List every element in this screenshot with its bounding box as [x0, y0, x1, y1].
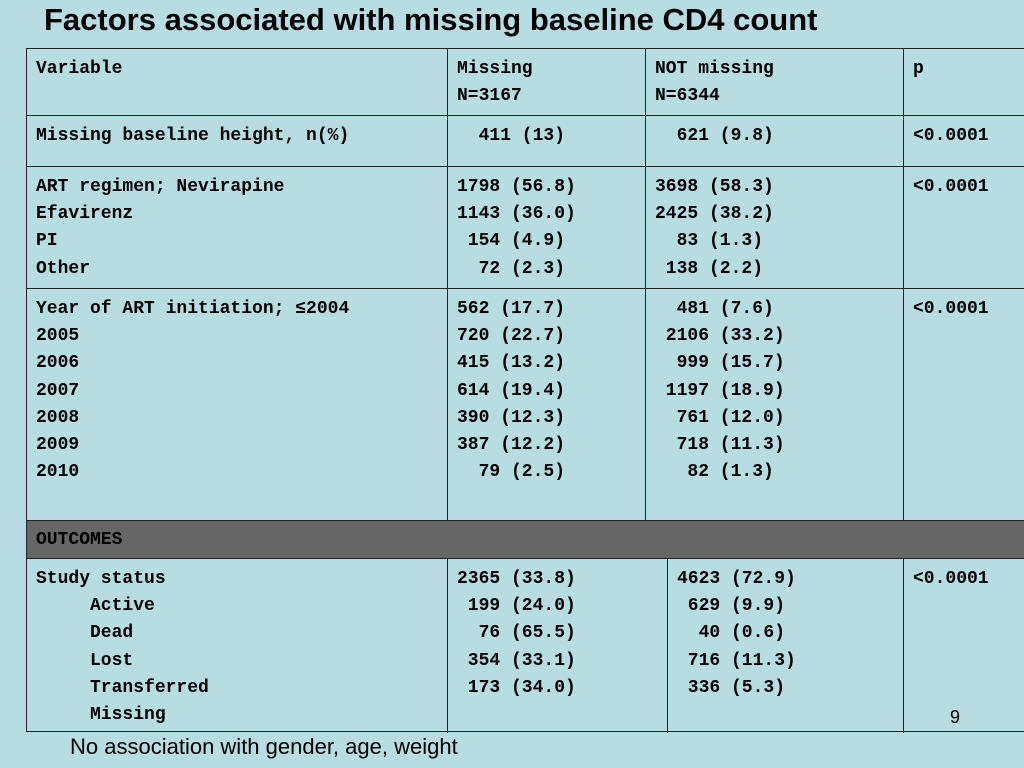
row-p: <0.0001 [904, 116, 1024, 166]
row-p: <0.0001 [904, 167, 1024, 288]
row-p: <0.0001 [904, 559, 1024, 733]
header-missing: Missing N=3167 [448, 49, 646, 115]
table-row-study-status: Study status Active Dead Lost Transferre… [27, 559, 1024, 733]
footnote: No association with gender, age, weight [70, 734, 458, 759]
outcomes-label: OUTCOMES [36, 530, 123, 550]
page-number: 9 [950, 707, 961, 727]
row-missing: 411 (13) [448, 116, 646, 166]
row-variable: Year of ART initiation; ≤2004 2005 2006 … [27, 289, 448, 520]
row-not-missing: 3698 (58.3) 2425 (38.2) 83 (1.3) 138 (2.… [646, 167, 904, 288]
table-header-row: Variable Missing N=3167 NOT missing N=63… [27, 49, 1024, 116]
table-row: ART regimen; Nevirapine Efavirenz PI Oth… [27, 167, 1024, 289]
table-row: Missing baseline height, n(%) 411 (13) 6… [27, 116, 1024, 167]
row-variable: Missing baseline height, n(%) [27, 116, 448, 166]
row-not-missing: 621 (9.8) [646, 116, 904, 166]
table-row: Year of ART initiation; ≤2004 2005 2006 … [27, 289, 1024, 521]
row-variable: Study status Active Dead Lost Transferre… [27, 559, 448, 733]
row-missing: 2365 (33.8) 199 (24.0) 76 (65.5) 354 (33… [448, 559, 668, 733]
row-p: <0.0001 [904, 289, 1024, 520]
slide-title: Factors associated with missing baseline… [44, 2, 818, 37]
data-table: Variable Missing N=3167 NOT missing N=63… [26, 48, 1024, 733]
row-not-missing: 4623 (72.9) 629 (9.9) 40 (0.6) 716 (11.3… [668, 559, 904, 733]
row-missing: 1798 (56.8) 1143 (36.0) 154 (4.9) 72 (2.… [448, 167, 646, 288]
header-p: p [904, 49, 1024, 115]
row-missing: 562 (17.7) 720 (22.7) 415 (13.2) 614 (19… [448, 289, 646, 520]
row-variable: ART regimen; Nevirapine Efavirenz PI Oth… [27, 167, 448, 288]
row-not-missing: 481 (7.6) 2106 (33.2) 999 (15.7) 1197 (1… [646, 289, 904, 520]
header-variable: Variable [27, 49, 448, 115]
outcomes-section-row: OUTCOMES [27, 521, 1024, 559]
header-not-missing: NOT missing N=6344 [646, 49, 904, 115]
